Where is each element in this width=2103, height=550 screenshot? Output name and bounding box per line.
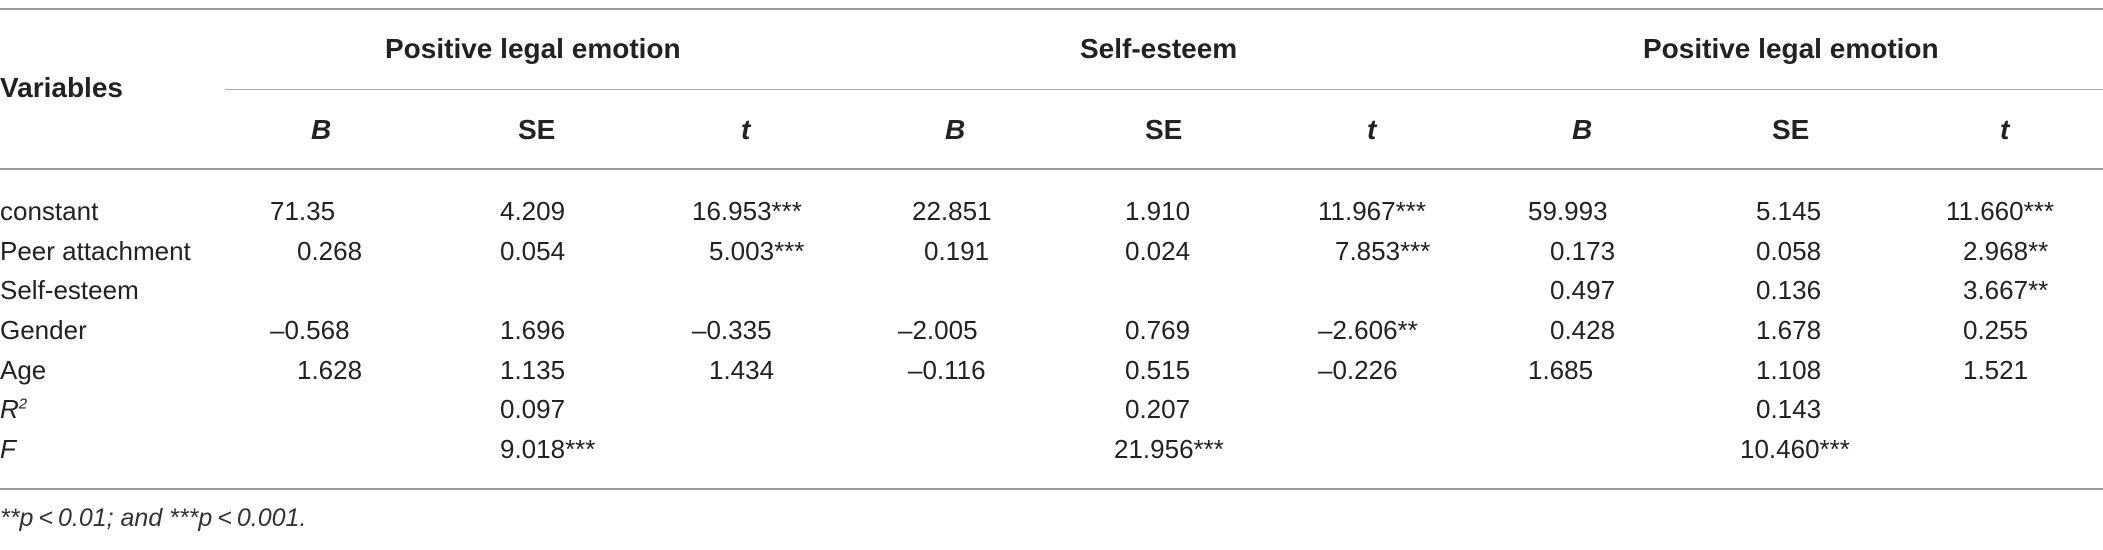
cell-b-2: –2.005	[898, 315, 978, 345]
cell-se-1: 1.696	[500, 315, 566, 345]
table-bottom-rule	[0, 488, 2103, 490]
cell-t-1: –0.335	[692, 315, 772, 345]
cell-b-1: 1.628	[297, 355, 363, 385]
cell-se-1: 4.209	[500, 196, 566, 226]
f-value-2: 21.956***	[1114, 434, 1224, 464]
subhead-b-3: B	[1572, 114, 1593, 145]
subhead-b-1: B	[311, 114, 332, 145]
cell-b-3: 59.993	[1528, 196, 1608, 226]
subhead-se-1: SE	[518, 114, 556, 145]
r-squared-label: R2	[0, 394, 28, 424]
header-bottom-rule	[0, 168, 2103, 170]
cell-se-3: 5.145	[1756, 196, 1822, 226]
subhead-se-3: SE	[1772, 114, 1810, 145]
cell-b-3: 0.428	[1550, 315, 1616, 345]
cell-se-3: 0.136	[1756, 275, 1822, 305]
table-footnote: **p < 0.01; and ***p < 0.001.	[0, 504, 307, 532]
cell-b-2: 22.851	[912, 196, 992, 226]
subhead-b-2: B	[945, 114, 966, 145]
cell-se-2: 0.024	[1125, 236, 1191, 266]
cell-b-1: –0.568	[270, 315, 350, 345]
cell-se-3: 1.108	[1756, 355, 1822, 385]
cell-b-3: 0.497	[1550, 275, 1616, 305]
cell-t-1: 1.434	[709, 355, 775, 385]
row-label: constant	[0, 196, 99, 226]
f-label: F	[0, 434, 16, 464]
subhead-se-2: SE	[1145, 114, 1183, 145]
cell-se-2: 1.910	[1125, 196, 1191, 226]
cell-se-2: 0.769	[1125, 315, 1191, 345]
cell-b-2: 0.191	[924, 236, 990, 266]
cell-b-1: 0.268	[297, 236, 363, 266]
cell-se-3: 1.678	[1756, 315, 1822, 345]
table-top-rule	[0, 8, 2103, 10]
cell-t-1: 16.953***	[692, 196, 802, 226]
cell-se-1: 1.135	[500, 355, 566, 385]
cell-t-3: 1.521	[1963, 355, 2029, 385]
subhead-t-3: t	[2000, 114, 2010, 145]
cell-se-2: 0.515	[1125, 355, 1191, 385]
group-header-3: Positive legal emotion	[1643, 33, 1939, 64]
f-value-3: 10.460***	[1740, 434, 1850, 464]
group-header-rule	[225, 89, 2103, 90]
row-label: Peer attachment	[0, 236, 191, 266]
cell-t-3: 0.255	[1963, 315, 2029, 345]
f-value-1: 9.018***	[500, 434, 596, 464]
cell-b-3: 0.173	[1550, 236, 1616, 266]
row-label: Self-esteem	[0, 275, 139, 305]
subhead-t-1: t	[741, 114, 751, 145]
cell-b-2: –0.116	[908, 355, 986, 385]
cell-t-3: 11.660***	[1946, 196, 2054, 226]
row-label: Age	[0, 355, 47, 385]
group-header-1: Positive legal emotion	[385, 33, 681, 64]
cell-b-3: 1.685	[1528, 355, 1594, 385]
subhead-t-2: t	[1367, 114, 1377, 145]
r-squared-1: 0.097	[500, 394, 566, 424]
cell-t-3: 3.667**	[1963, 275, 2049, 305]
cell-t-2: 11.967***	[1318, 196, 1426, 226]
cell-t-2: –0.226	[1318, 355, 1398, 385]
group-header-2: Self-esteem	[1080, 33, 1238, 64]
cell-b-1: 71.35	[270, 196, 336, 226]
cell-t-2: 7.853***	[1335, 236, 1431, 266]
r-squared-3: 0.143	[1756, 394, 1822, 424]
row-label: Gender	[0, 315, 87, 345]
cell-se-3: 0.058	[1756, 236, 1822, 266]
cell-se-1: 0.054	[500, 236, 566, 266]
cell-t-3: 2.968**	[1963, 236, 2049, 266]
r-squared-2: 0.207	[1125, 394, 1191, 424]
variables-header: Variables	[0, 72, 123, 103]
cell-t-2: –2.606**	[1318, 315, 1418, 345]
cell-t-1: 5.003***	[709, 236, 805, 266]
